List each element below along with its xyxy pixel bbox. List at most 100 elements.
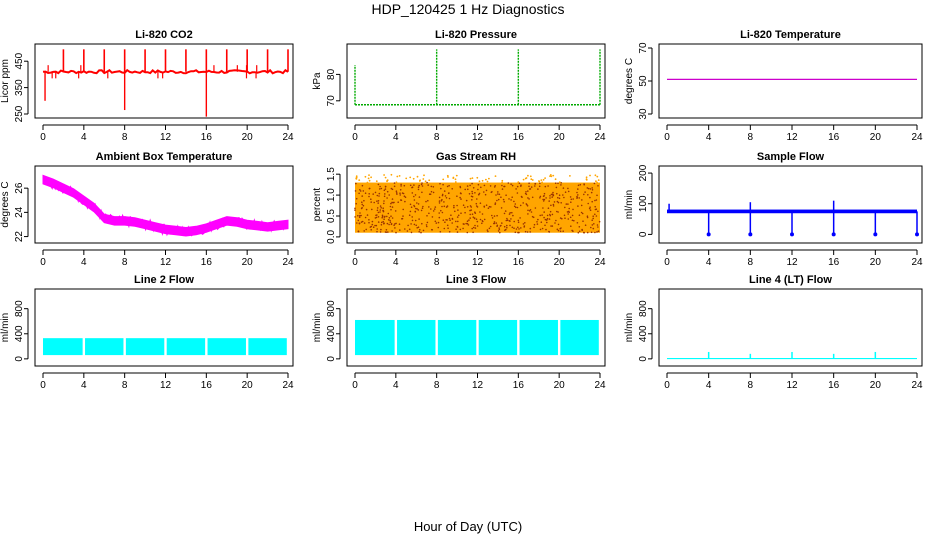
y-tick-label: 50 [638, 75, 649, 87]
data-point [359, 190, 362, 192]
data-point [435, 222, 438, 224]
data-point [386, 222, 389, 225]
x-tick-label: 16 [201, 257, 213, 268]
data-point [790, 232, 794, 237]
data-point [490, 191, 493, 194]
y-tick-label: 0 [638, 356, 649, 362]
x-tick-label: 0 [664, 132, 670, 143]
data-point [594, 205, 596, 208]
data-point [483, 191, 485, 193]
x-tick-label: 20 [554, 132, 566, 143]
data-point [501, 222, 503, 224]
data-point [474, 224, 476, 227]
data-point [456, 204, 458, 207]
data-point [391, 198, 394, 200]
data-point [511, 196, 513, 198]
data-point [448, 184, 450, 187]
data-point [374, 224, 376, 227]
data-point [542, 207, 544, 209]
data-point [440, 200, 443, 202]
data-point [380, 221, 383, 224]
data-point [380, 187, 383, 190]
plot-frame [346, 43, 606, 119]
data-point [456, 225, 459, 228]
y-tick-label: 70 [638, 42, 649, 54]
y-tick-label: 0.0 [326, 230, 337, 244]
data-point [591, 219, 593, 221]
data-point [378, 192, 381, 195]
data-point [584, 224, 587, 226]
data-point [403, 195, 406, 197]
data-point [399, 194, 402, 196]
data-point [543, 198, 546, 201]
data-point [485, 204, 488, 206]
data-point [377, 211, 380, 214]
data-point [456, 216, 459, 218]
data-point [478, 180, 481, 183]
data-point [560, 182, 562, 184]
data-point [513, 205, 516, 208]
data-point [379, 209, 382, 211]
data-point [382, 207, 385, 209]
data-point [522, 223, 525, 225]
x-tick-label: 0 [40, 132, 46, 143]
data-point [437, 226, 440, 229]
data-point [585, 179, 588, 181]
data-point [554, 178, 557, 181]
x-tick-label: 8 [748, 132, 754, 143]
data-point [472, 187, 475, 189]
y-tick-label: 1.0 [326, 188, 337, 202]
data-point [489, 225, 492, 228]
data-point [563, 214, 566, 217]
data-point [469, 184, 471, 187]
data-point [580, 204, 583, 207]
data-point [445, 197, 448, 199]
data-point [543, 211, 545, 213]
data-point [487, 207, 490, 209]
data-point [471, 227, 474, 230]
data-point [546, 214, 549, 217]
data-point [414, 219, 417, 222]
data-point [365, 208, 368, 211]
data-point [510, 218, 512, 220]
data-point [384, 193, 386, 195]
data-point [483, 206, 486, 208]
data-point [491, 217, 494, 219]
data-point [469, 209, 471, 212]
data-point [379, 205, 382, 207]
data-point [589, 196, 591, 199]
data-point [510, 199, 512, 201]
data-point [446, 224, 449, 227]
x-tick-label: 12 [786, 380, 798, 391]
data-point [404, 196, 407, 198]
data-point [355, 175, 358, 178]
data-point [539, 228, 542, 231]
data-point [568, 207, 570, 210]
data-point [377, 216, 380, 218]
data-point [493, 215, 496, 217]
data-point [581, 229, 583, 231]
data-point [425, 200, 427, 203]
data-point [567, 213, 569, 215]
data-point [399, 192, 401, 194]
data-point [563, 196, 565, 199]
data-point [529, 188, 532, 190]
data-point [497, 198, 500, 201]
data-point [489, 185, 492, 187]
data-point [354, 216, 356, 218]
data-point [508, 198, 510, 200]
data-point [414, 210, 417, 213]
data-point [581, 199, 583, 201]
data-point [363, 230, 366, 232]
data-point [416, 175, 419, 178]
data-point [530, 178, 533, 181]
data-point [487, 230, 489, 233]
data-point [451, 222, 454, 224]
data-point [474, 227, 477, 229]
data-point [418, 218, 420, 220]
x-tick-label: 12 [160, 380, 172, 391]
data-point [494, 175, 497, 178]
data-point [548, 231, 551, 233]
